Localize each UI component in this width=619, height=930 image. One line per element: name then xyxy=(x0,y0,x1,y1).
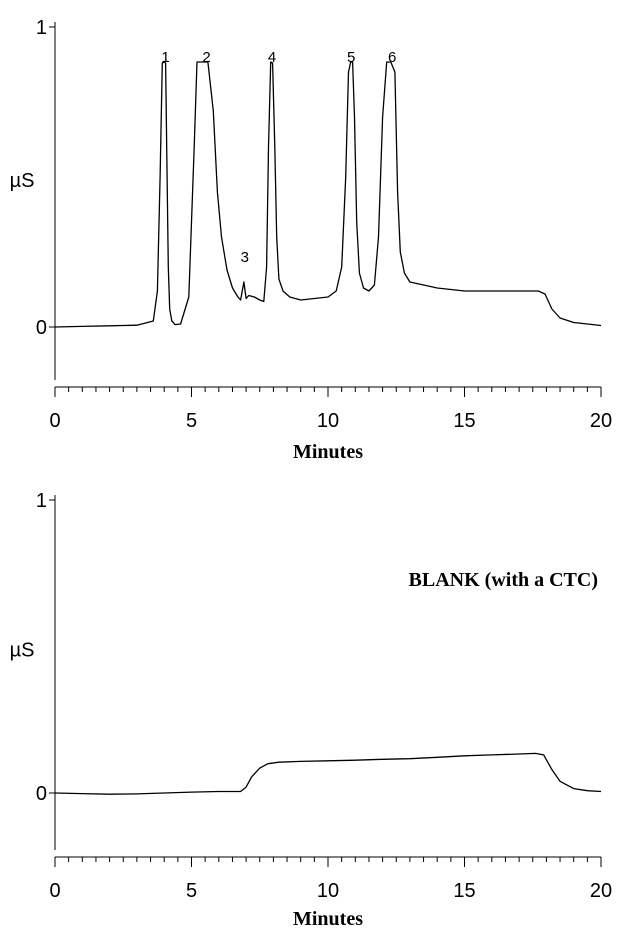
peak-label-1: 1 xyxy=(161,49,169,66)
peak-label-4: 4 xyxy=(268,49,276,66)
y-axis-label: µS xyxy=(10,640,35,662)
x-tick-label: 10 xyxy=(317,880,339,902)
x-tick-label: 5 xyxy=(186,880,197,902)
peak-label-3: 3 xyxy=(241,249,249,266)
x-tick-label: 0 xyxy=(49,880,60,902)
y-tick-label: 0 xyxy=(36,317,47,339)
peak-label-2: 2 xyxy=(202,49,210,66)
x-tick-label: 10 xyxy=(317,410,339,432)
x-tick-label: 20 xyxy=(590,880,612,902)
y-tick-label: 1 xyxy=(36,17,47,39)
blank-annotation: BLANK (with a CTC) xyxy=(409,569,598,591)
y-tick-label: 1 xyxy=(36,490,47,512)
x-tick-label: 20 xyxy=(590,410,612,432)
peak-label-5: 5 xyxy=(347,49,355,66)
x-tick-label: 5 xyxy=(186,410,197,432)
y-tick-label: 0 xyxy=(36,783,47,805)
peak-label-6: 6 xyxy=(388,49,396,66)
chromatogram-trace xyxy=(54,61,602,328)
chromatogram-panel-blank: 0 1 µS 0 5 10 15 20 Minutes BLANK (with a CTC) xyxy=(10,490,613,930)
chromatogram-trace xyxy=(54,752,602,795)
chromatogram-panel-top: 0 1 µS 0 5 10 15 20 Minutes 1 2 3 4 5 6 xyxy=(10,17,613,463)
x-tick-label: 15 xyxy=(453,880,475,902)
y-axis-label: µS xyxy=(10,170,35,192)
x-axis-label: Minutes xyxy=(293,908,363,930)
x-tick-label: 0 xyxy=(49,410,60,432)
x-tick-label: 15 xyxy=(453,410,475,432)
x-axis-label: Minutes xyxy=(293,441,363,463)
